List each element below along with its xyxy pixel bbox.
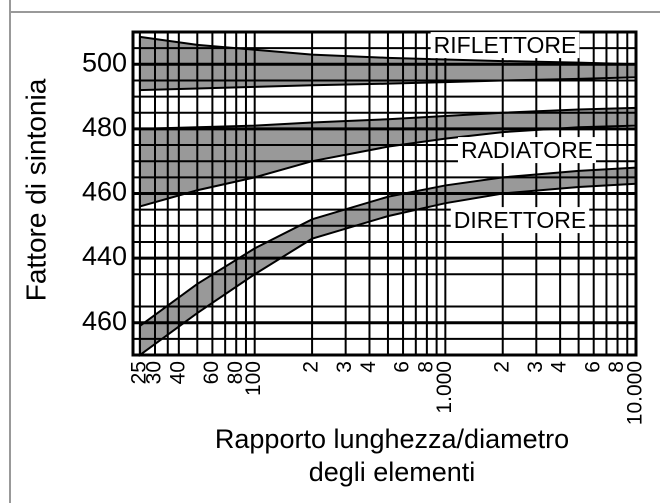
x-tick-label: 100	[242, 361, 265, 396]
y-tick-label: 480	[82, 112, 127, 142]
series-label: RADIATORE	[461, 137, 593, 163]
x-tick-label: 6	[581, 361, 604, 373]
x-tick-label: 60	[200, 361, 223, 384]
y-tick-label: 460	[82, 177, 127, 207]
plot-border	[131, 30, 638, 357]
x-tick-label: 8	[414, 361, 437, 373]
y-tick-label: 460	[82, 306, 127, 336]
x-tick-label: 8	[605, 361, 628, 373]
x-tick-label: 30	[143, 361, 166, 384]
y-tick-label: 440	[82, 241, 127, 271]
x-tick-label: 3	[524, 361, 547, 373]
x-tick-label: 4	[357, 361, 380, 373]
x-tick-label: 2	[490, 361, 513, 373]
x-tick-label: 6	[391, 361, 414, 373]
x-tick-label: 10.000	[624, 361, 647, 425]
series-label: RIFLETTORE	[434, 32, 577, 58]
label-background	[457, 137, 597, 164]
x-tick-label: 80	[224, 361, 247, 384]
series-label: DIRETTORE	[454, 207, 586, 233]
x-tick-label: 25	[127, 361, 150, 384]
x-tick-label: 4	[548, 361, 571, 373]
x-tick-label: 3	[333, 361, 356, 373]
y-tick-label: 500	[82, 47, 127, 77]
x-axis-label: Rapporto lunghezza/diametro	[215, 424, 569, 454]
x-axis-label: degli elementi	[309, 457, 476, 487]
x-tick-label: 2	[300, 361, 323, 373]
x-tick-label: 1.000	[433, 361, 456, 414]
y-axis-label: Fattore di sintonia	[20, 78, 51, 301]
x-tick-label: 40	[166, 361, 189, 384]
label-background	[450, 207, 590, 234]
label-background	[430, 32, 580, 59]
